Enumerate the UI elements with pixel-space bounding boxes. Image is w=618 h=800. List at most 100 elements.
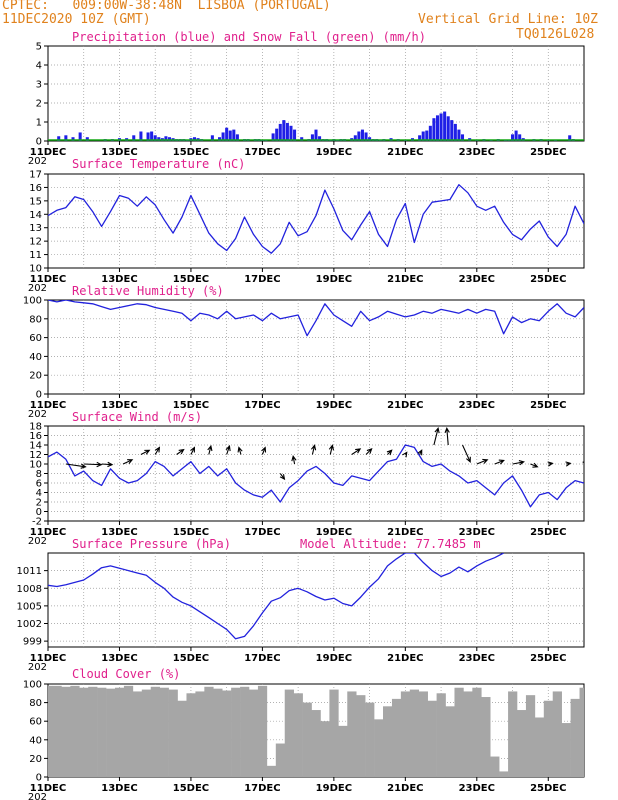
x-tick-label: 23DEC [459,274,495,285]
precip-bar [57,136,61,141]
header-grid-line: Vertical Grid Line: 10Z [418,12,599,27]
x-tick-label: 15DEC [173,653,209,664]
precip-bar [364,132,368,141]
y-tick-label: 4 [36,488,42,499]
y-tick-label: 20 [29,371,42,382]
wind-arrow [328,444,335,455]
cloud-bar [534,717,545,777]
cloud-bar [490,756,500,777]
wind-arrow [365,448,373,455]
x-tick-label: 17DEC [244,783,280,794]
x-tick-label: 15DEC [173,783,209,794]
precip-bar [85,137,89,141]
humidity-title: Relative Humidity (%) [72,284,224,298]
precip-frame [47,45,585,142]
temperature-title: Surface Temperature (nC) [72,157,245,171]
cloud-bar [79,687,89,777]
cloud-bar [48,685,53,777]
temperature-panel: 10 11 12 13 14 15 16 17 11DEC 13DEC 15DEC 17DEC 19DE… [28,157,585,294]
pressure-series-line [48,553,504,640]
wind-arrow [237,446,243,455]
x-tick-label: 19DEC [316,783,352,794]
y-tick-label: 0 [36,773,42,784]
temperature-series-line [48,184,584,254]
precip-bar [153,135,157,141]
y-tick-label: 5 [36,42,42,53]
precip-bar [164,136,168,141]
cloud-bar [177,700,187,777]
precip-bar [310,134,314,141]
cloud-bar [97,687,107,777]
x-tick-label: 13DEC [101,400,137,411]
y-tick-label: 14 [29,441,42,452]
cloud-bar [579,687,584,777]
precip-bar [289,125,293,141]
wind-arrow [476,458,489,465]
x-tick-label: 13DEC [101,653,137,664]
cloud-bar [195,691,205,777]
precip-bar [221,132,225,141]
cloud-bar [115,687,125,777]
x-tick-label: 19DEC [316,274,352,285]
y-tick-label: 10 [29,460,42,471]
precip-bar [418,135,422,141]
wind-arrow [351,448,362,455]
precip-bar [282,120,286,141]
cloud-bar [383,706,393,777]
x-tick-label: 21DEC [387,527,423,538]
cloud-bar [266,765,277,777]
x-year-label: 202 [28,156,47,167]
precip-marks [48,111,584,141]
cloud-bar [400,691,411,777]
x-tick-label: 13DEC [101,147,137,158]
cloud-bar [570,698,580,777]
pressure-frame [47,552,585,648]
y-tick-label: 100 [23,296,42,307]
cloud-bar [481,697,491,777]
cloud-bar [365,702,375,777]
y-tick-label: 1002 [17,619,42,630]
precip-bar [368,137,372,141]
x-tick-label: 21DEC [387,653,423,664]
humidity-marks [48,300,584,337]
pressure-title: Surface Pressure (hPa) [72,537,231,551]
precip-bar [167,137,172,141]
wind-arrow [386,449,393,456]
cloud-bar [222,690,232,777]
x-tick-label: 21DEC [387,274,423,285]
precip-bar [275,128,279,141]
wind-arrow [176,448,185,455]
cloud-bar [525,695,536,777]
x-tick-label: 13DEC [101,274,137,285]
y-tick-label: 18 [29,422,42,433]
header-run-date: 11DEC2020 10Z (GMT) [2,12,151,27]
wind-series-line [48,444,584,508]
x-tick-label: 13DEC [101,783,137,794]
x-tick-label: 11DEC [30,147,66,158]
cloud-bar [311,710,321,777]
cloud-bar [257,685,268,777]
x-tick-label: 17DEC [244,274,280,285]
y-tick-label: 8 [36,469,42,480]
x-tick-label: 21DEC [387,400,423,411]
wind-arrow [565,461,572,467]
wind-arrow [582,461,584,464]
precip-bar [232,129,236,141]
cloud-bar [356,695,366,777]
cloud-bar [52,685,62,777]
cloud-bar [409,689,420,777]
precip-bar [425,130,429,141]
x-tick-label: 19DEC [316,653,352,664]
x-tick-label: 23DEC [459,527,495,538]
precip-bar [453,123,457,141]
precip-bar [439,113,443,141]
cloud-bar [186,693,196,777]
precip-bar [435,115,440,141]
cloud-bar [70,685,80,777]
x-tick-label: 11DEC [30,653,66,664]
y-tick-label: 1005 [17,601,42,612]
y-tick-label: 2 [36,99,42,110]
x-year-label: 202 [28,409,47,420]
wind-arrow [402,451,408,458]
